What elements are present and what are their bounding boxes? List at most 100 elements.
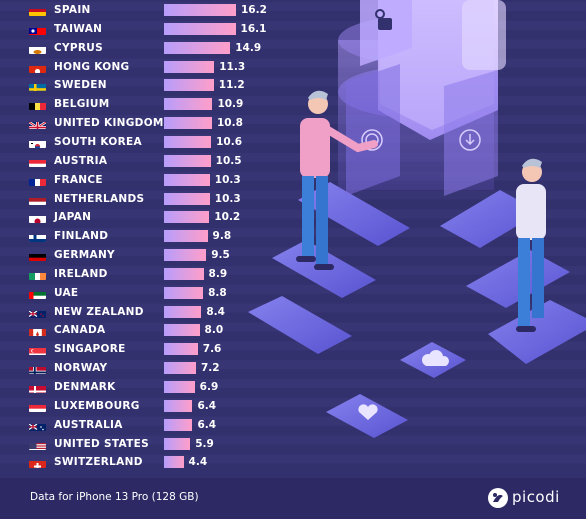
value-label: 8.4: [206, 305, 225, 318]
bar-row: FRANCE 10.3: [0, 171, 300, 190]
country-label: SWEDEN: [54, 79, 107, 92]
flag-new-zealand-icon: [29, 307, 46, 318]
country-label: UNITED STATES: [54, 437, 149, 450]
value-label: 6.4: [197, 399, 217, 412]
bar: [164, 135, 212, 148]
bar-row: HONG KONG 11.3: [0, 58, 300, 77]
bar: [164, 211, 210, 224]
flag-spain-icon: [29, 5, 46, 16]
bar-row: GERMANY 9.5: [0, 246, 300, 265]
bar: [164, 343, 198, 356]
bar: [164, 60, 215, 73]
bar: [164, 98, 213, 111]
value-label: 9.8: [212, 230, 232, 243]
value-label: 6.9: [199, 381, 219, 393]
phone-illustration: [248, 0, 586, 438]
value-label: 16.2: [241, 4, 267, 16]
bar-row: UAE 8.8: [0, 284, 300, 303]
country-label: TAIWAN: [54, 22, 103, 35]
bar: [164, 154, 211, 167]
flag-canada-icon: [29, 325, 46, 337]
bar: [164, 418, 193, 431]
picodi-logo-icon[interactable]: [487, 487, 509, 509]
person-right: [516, 158, 546, 332]
value-label: 7.6: [202, 343, 222, 356]
brand-name[interactable]: picodi: [512, 488, 560, 506]
bar-row: LUXEMBOURG 6.4: [0, 397, 300, 416]
flag-switzerland-icon: [29, 457, 46, 469]
bar-row: DENMARK 6.9: [0, 378, 300, 397]
country-label: DENMARK: [54, 381, 116, 393]
bar-row: JAPAN 10.2: [0, 208, 300, 227]
flag-ireland-icon: [29, 269, 46, 280]
heart-icon: [358, 404, 378, 420]
flag-taiwan-icon: [29, 24, 46, 35]
lock-icon: [375, 9, 392, 30]
value-label: 8.9: [208, 267, 228, 280]
value-label: 10.3: [214, 173, 241, 186]
country-label: NEW ZEALAND: [54, 305, 144, 318]
value-label: 8.8: [208, 286, 227, 299]
flag-hong-kong-icon: [29, 62, 46, 73]
value-label: 10.8: [217, 117, 243, 130]
source-note: Data for iPhone 13 Pro (128 GB): [30, 491, 199, 503]
bar: [164, 286, 204, 299]
footer: Data for iPhone 13 Pro (128 GB) picodi: [0, 478, 586, 519]
bar-row: SINGAPORE 7.6: [0, 340, 300, 359]
bar-row: SWEDEN 11.2: [0, 76, 300, 95]
bar: [164, 399, 193, 412]
flag-belgium-icon: [29, 99, 46, 111]
value-label: 11.2: [218, 79, 245, 92]
flag-france-icon: [29, 175, 46, 186]
flag-germany-icon: [29, 250, 46, 262]
flag-norway-icon: [29, 363, 46, 375]
person-left: [296, 90, 378, 270]
bar-row: AUSTRIA 10.5: [0, 152, 300, 171]
flag-cyprus-icon: [29, 43, 46, 54]
value-label: 6.4: [197, 418, 217, 431]
download-icon: [459, 129, 481, 151]
flag-finland-icon: [29, 231, 46, 243]
bar-row: TAIWAN 16.1: [0, 20, 300, 39]
flag-netherlands-icon: [29, 194, 46, 205]
value-label: 16.1: [240, 22, 267, 35]
country-label: SWITZERLAND: [54, 456, 143, 469]
value-label: 10.3: [214, 192, 241, 205]
country-label: AUSTRIA: [54, 154, 108, 167]
flag-denmark-icon: [29, 382, 46, 393]
value-label: 4.4: [188, 456, 208, 469]
chart-area: SPAIN 16.2 TAIWAN 16.1 CYPRUS 14.9 HONG KONG 11…: [0, 0, 586, 472]
value-label: 7.2: [201, 362, 220, 375]
value-label: 8.0: [204, 324, 224, 337]
bar: [164, 41, 231, 54]
value-label: 10.9: [217, 98, 244, 111]
bar-row: SOUTH KOREA 10.6: [0, 133, 300, 152]
bar-row: SWITZERLAND 4.4: [0, 453, 300, 472]
bar: [164, 4, 236, 16]
country-label: HONG KONG: [54, 60, 130, 73]
bar-row: UNITED STATES 5.9: [0, 435, 300, 454]
flag-singapore-icon: [29, 344, 46, 356]
country-label: IRELAND: [54, 267, 108, 280]
bar-row: CANADA 8.0: [0, 321, 300, 340]
flag-united-kingdom-icon: [29, 118, 46, 130]
bar-row: UNITED KINGDOM 10.8: [0, 114, 300, 133]
value-label: 9.5: [211, 249, 230, 262]
country-label: CYPRUS: [54, 41, 103, 54]
country-label: SOUTH KOREA: [54, 135, 142, 148]
bar: [164, 437, 191, 450]
bar-row: NEW ZEALAND 8.4: [0, 303, 300, 322]
country-label: JAPAN: [54, 211, 92, 224]
bar-chart: SPAIN 16.2 TAIWAN 16.1 CYPRUS 14.9 HONG KONG 11…: [0, 4, 300, 472]
country-label: FINLAND: [54, 230, 109, 243]
flag-south-korea-icon: [29, 137, 46, 148]
country-label: NETHERLANDS: [54, 192, 145, 205]
bar: [164, 267, 204, 280]
bar: [164, 173, 210, 186]
bar: [164, 362, 196, 375]
country-label: LUXEMBOURG: [54, 399, 140, 412]
bar: [164, 456, 184, 469]
flag-luxembourg-icon: [29, 401, 46, 412]
country-label: SPAIN: [54, 4, 91, 16]
value-label: 14.9: [235, 41, 262, 54]
